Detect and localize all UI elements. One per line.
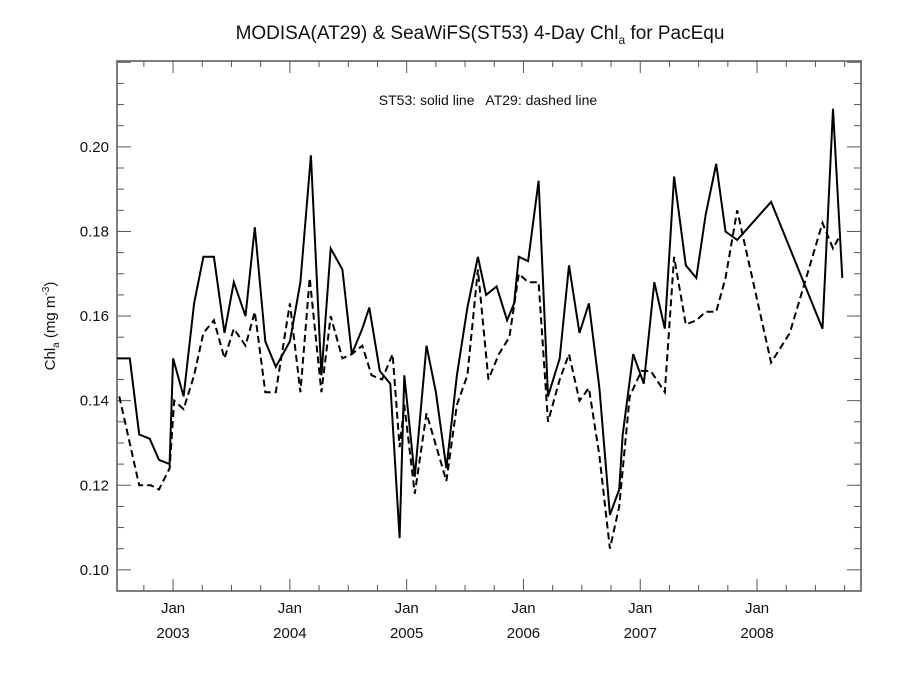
y-tick-label: 0.14 [80,393,109,410]
plot-frame [116,60,862,592]
series-st53-solid-line [117,108,844,539]
y-tick-label: 0.20 [80,139,109,156]
x-tick-label-year: 2008 [740,625,773,642]
y-tick-label: 0.12 [80,477,109,494]
legend: ST53: solid line AT29: dashed line [379,92,598,108]
series-at29-dashed-line [118,210,841,549]
y-tick-label: 0.16 [80,308,109,325]
x-tick-label-month: Jan [161,600,185,617]
chart-title: MODISA(AT29) & SeaWiFS(ST53) 4-Day Chla … [236,23,725,47]
x-tick-label-month: Jan [745,600,769,617]
x-tick-label-year: 2005 [390,625,423,642]
x-tick-label-year: 2006 [507,625,540,642]
y-tick-label: 0.18 [80,223,109,240]
x-tick-label-year: 2003 [156,625,189,642]
axes: 0.10 0.12 0.14 0.16 0.18 0.20 Jan 2003 Jan 2004 Ja… [80,60,862,642]
x-tick-label-year: 2004 [273,625,306,642]
x-tick-label-month: Jan [628,600,652,617]
x-tick-label-month: Jan [395,600,419,617]
x-tick-label-month: Jan [511,600,535,617]
series-group [117,108,844,549]
y-tick-label: 0.10 [80,562,109,579]
svg-text:Chla (mg m-3): Chla (mg m-3) [41,282,62,371]
y-axis-label: Chla (mg m-3) [41,282,62,371]
x-tick-label-year: 2007 [624,625,657,642]
x-tick-label-month: Jan [278,600,302,617]
